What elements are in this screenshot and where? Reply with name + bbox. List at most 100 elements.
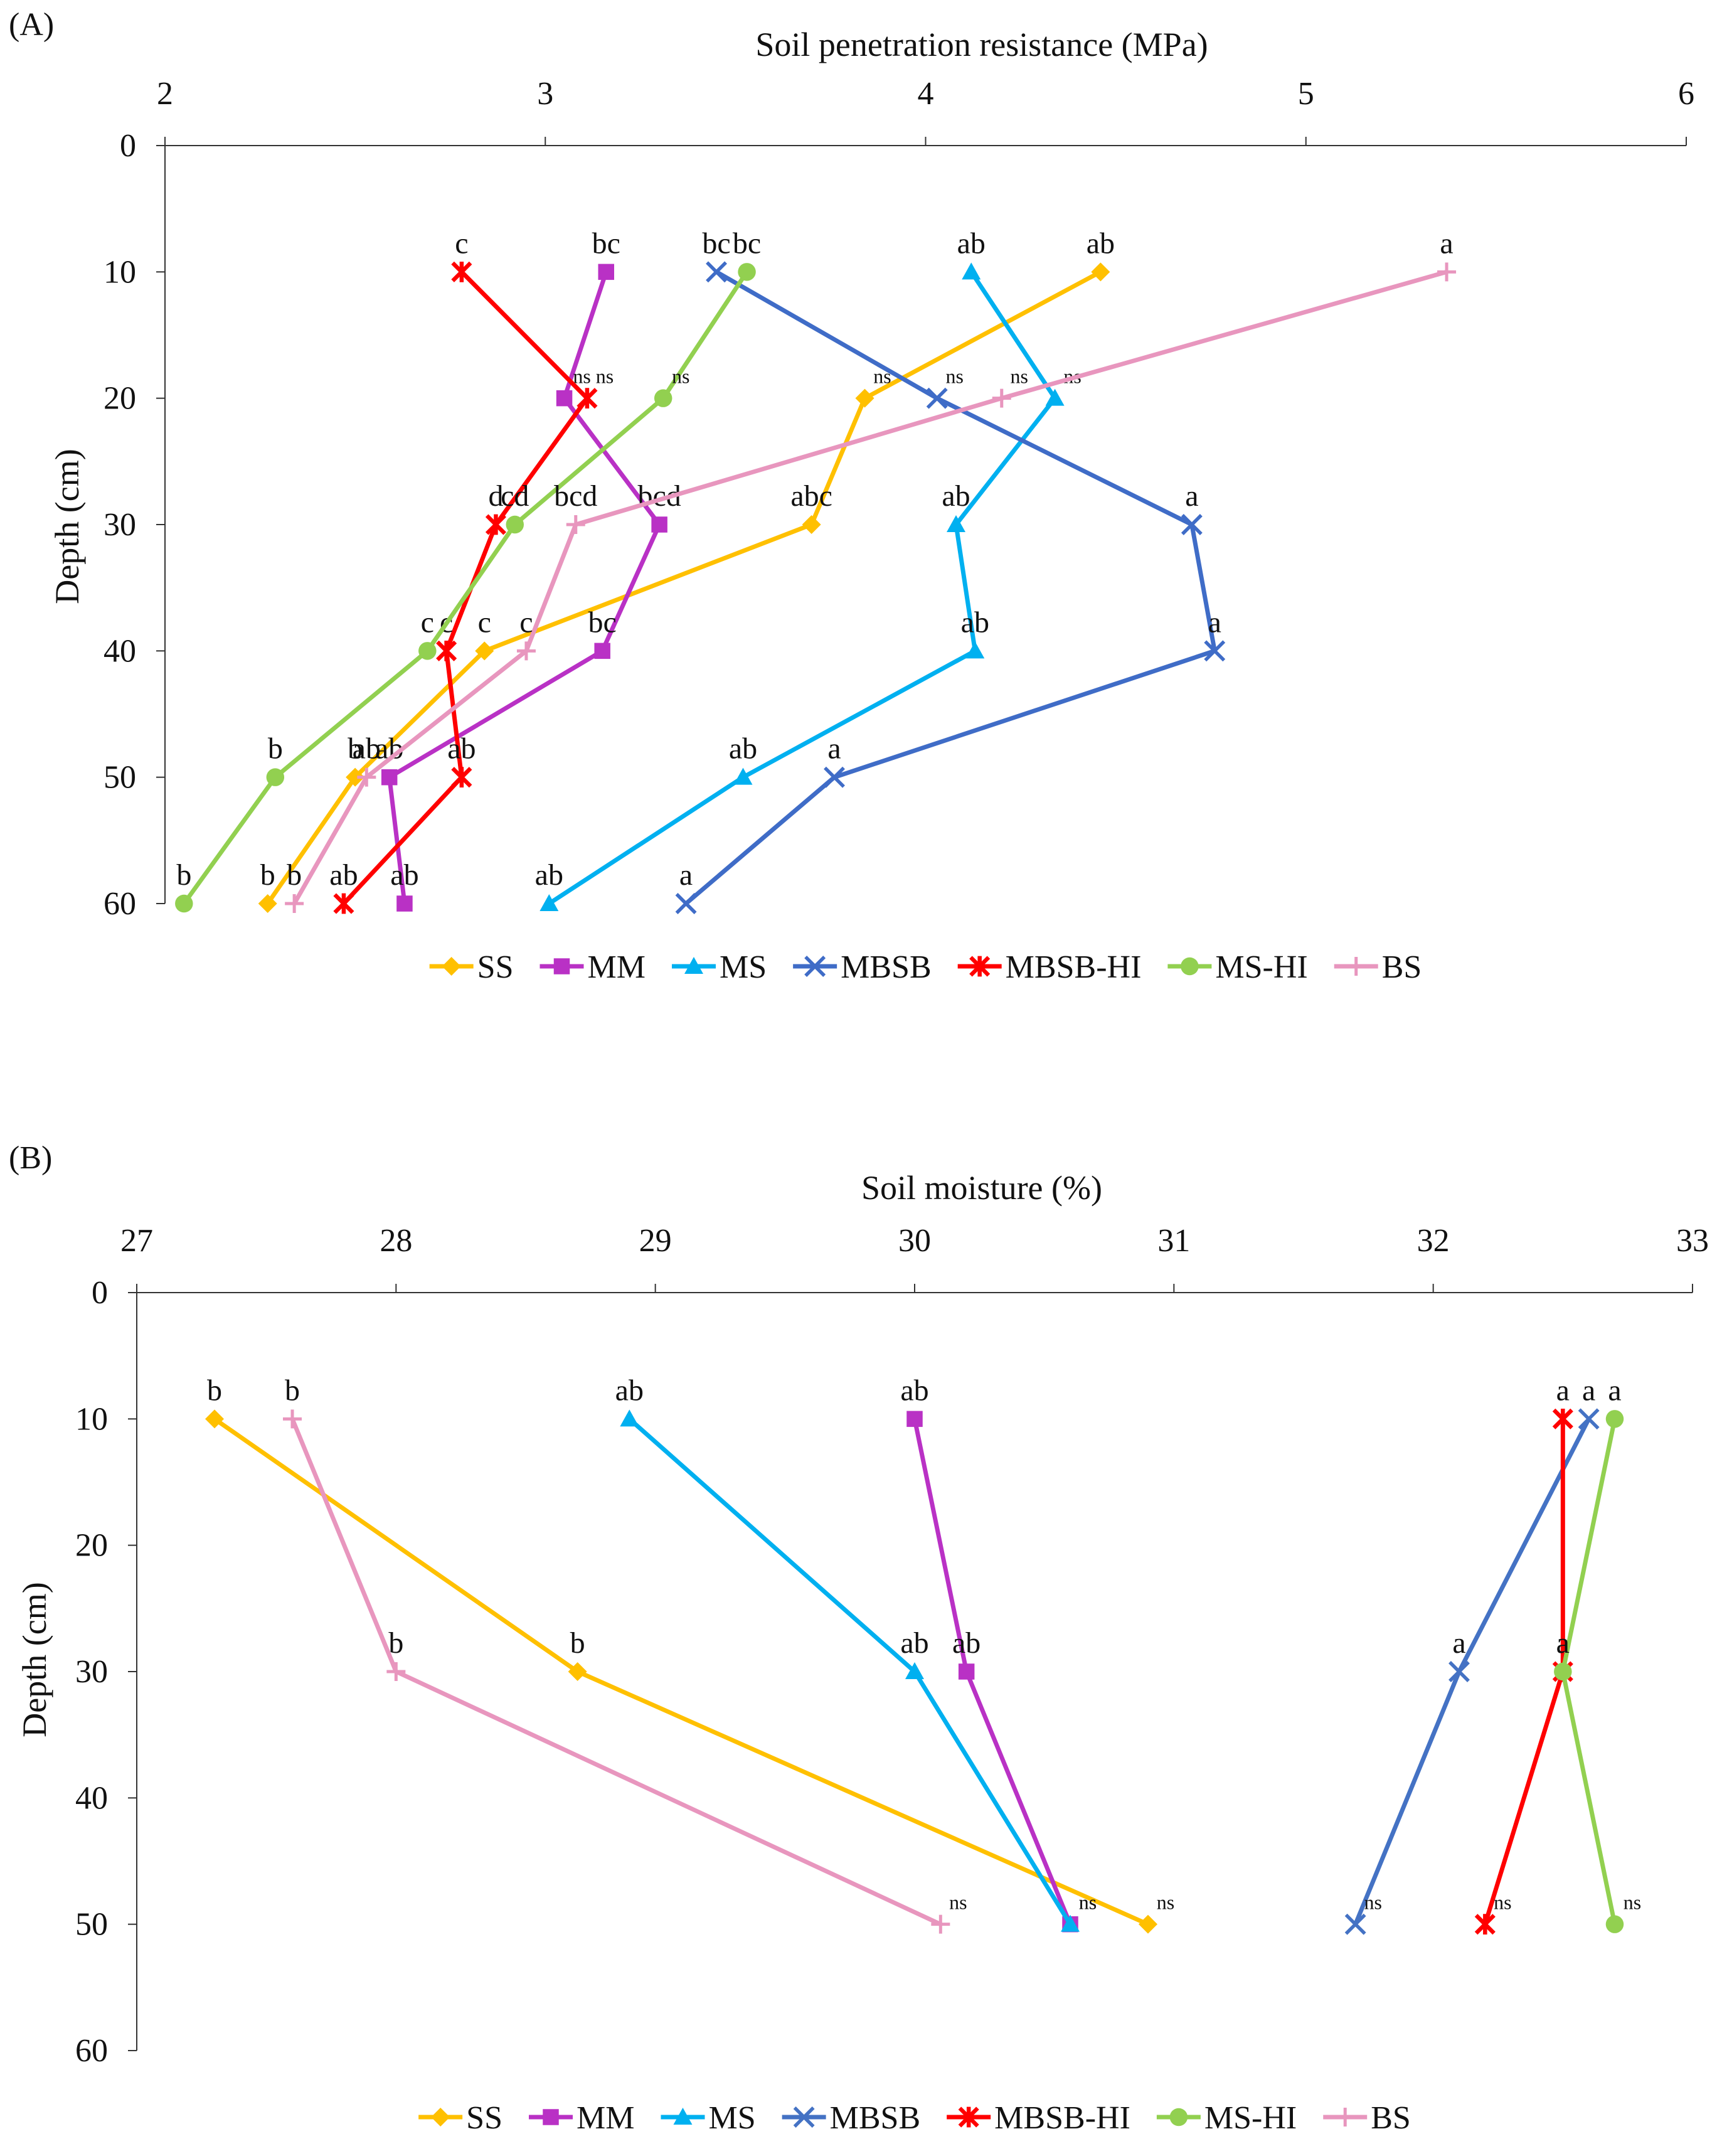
data-label-mbsb-hi: ab: [329, 858, 358, 892]
panel-a-x-axis-title: Soil penetration resistance (MPa): [755, 26, 1208, 63]
legend-item-ss: SS: [429, 949, 514, 985]
data-point-mm: [598, 264, 614, 280]
data-point-mbsb-hi: [1474, 1914, 1496, 1935]
data-point-ms: [1061, 1914, 1080, 1932]
data-point-ms-hi: [506, 515, 524, 534]
data-point-ms: [947, 515, 965, 532]
y-tick-label: 0: [92, 1275, 108, 1311]
data-label-mbsb-hi: c: [455, 227, 468, 260]
legend-label-bs: BS: [1382, 949, 1422, 985]
data-point-mbsb-hi: [451, 261, 472, 282]
legend-label-mbsb-hi: MBSB-HI: [1006, 949, 1142, 985]
data-label-ms-hi: a: [1556, 1626, 1570, 1660]
series-mbsb: bc ns a a a a: [675, 227, 1226, 914]
data-point-ms: [962, 262, 981, 280]
legend-marker-bs: [1336, 2108, 1355, 2127]
legend-marker-mbsb: [793, 2106, 815, 2128]
legend-marker-ms: [684, 957, 703, 974]
data-point-bs: [1437, 262, 1457, 282]
legend-item-mm: MM: [539, 949, 646, 985]
y-tick-label: 10: [104, 254, 136, 290]
series-line-mm: [387, 271, 662, 904]
data-point-mbsb: [1204, 640, 1226, 662]
legend-marker-ss: [431, 2108, 450, 2127]
legend-item-ms-hi: MS-HI: [1167, 949, 1308, 985]
data-label-ms: ab: [729, 732, 757, 766]
x-tick-label: 30: [898, 1223, 931, 1259]
legend: SS MM MS MBSB MBSB-HI MS-HI BS: [429, 949, 1422, 985]
data-point-mm: [556, 390, 573, 407]
panel-a: (A) Soil penetration resistance (MPa) De…: [0, 0, 1722, 1054]
series-line-ss: [213, 1417, 1149, 1926]
data-point-ms: [733, 767, 753, 785]
data-label-bs: b: [285, 1374, 300, 1407]
data-point-bs: [283, 1409, 302, 1429]
panel-b-x-axis-title: Soil moisture (%): [861, 1169, 1102, 1207]
data-point-mbsb-hi: [577, 388, 598, 409]
legend-item-bs: BS: [1323, 2100, 1411, 2136]
legend-label-ms-hi: MS-HI: [1215, 949, 1307, 985]
data-point-ms: [965, 641, 985, 659]
x-tick-label: 33: [1676, 1223, 1709, 1259]
data-label-mbsb-hi: ns: [596, 365, 614, 388]
series-ms: ab ns ab ab ab ab: [535, 227, 1082, 911]
data-label-mbsb-hi: ab: [447, 732, 476, 766]
legend: SS MM MS MBSB MBSB-HI MS-HI BS: [418, 2100, 1411, 2136]
data-label-mbsb: a: [1208, 606, 1221, 639]
data-label-mbsb: a: [679, 858, 693, 892]
data-label-bs: ns: [1011, 365, 1028, 388]
data-label-ms-hi: a: [1608, 1374, 1621, 1407]
series-line-bs: [292, 269, 1448, 905]
data-label-mm: bc: [592, 227, 620, 260]
data-label-ss: b: [570, 1626, 585, 1660]
data-label-mbsb-hi: d: [488, 479, 503, 513]
data-point-ss: [802, 515, 821, 534]
data-label-mm: ab: [390, 858, 418, 892]
legend-marker-ms-hi: [1169, 2108, 1188, 2127]
y-tick-label: 60: [75, 2033, 108, 2069]
x-tick-label: 32: [1417, 1223, 1450, 1259]
y-tick-label: 30: [104, 507, 136, 543]
data-label-ms-hi: cd: [501, 479, 529, 513]
data-point-bs: [931, 1914, 950, 1934]
legend-item-mbsb-hi: MBSB-HI: [957, 949, 1142, 985]
legend-marker-mbsb-hi: [958, 2106, 979, 2128]
data-point-mbsb-hi: [451, 767, 472, 788]
data-point-mm: [906, 1411, 923, 1428]
data-label-mm: ns: [1079, 1891, 1097, 1914]
series-line-mbsb: [684, 270, 1217, 905]
data-label-mbsb-hi: ns: [1494, 1891, 1511, 1914]
data-point-mbsb: [706, 261, 728, 283]
y-tick-label: 40: [104, 633, 136, 669]
data-label-mbsb: bc: [702, 227, 730, 260]
series-line-mbsb: [1353, 1417, 1591, 1925]
data-label-bs: a: [1440, 227, 1453, 260]
data-point-mbsb-hi: [1552, 1408, 1573, 1429]
legend-item-mbsb: MBSB: [782, 2100, 921, 2136]
data-label-ms: ns: [1079, 1891, 1097, 1914]
y-tick-label: 40: [75, 1780, 108, 1816]
data-point-mbsb: [824, 766, 845, 788]
x-tick-label: 28: [380, 1223, 412, 1259]
data-point-mbsb: [675, 893, 697, 914]
legend-label-mm: MM: [588, 949, 646, 985]
legend-item-mbsb: MBSB: [793, 949, 932, 985]
data-label-ss: abc: [790, 479, 832, 513]
legend-label-mbsb: MBSB: [830, 2100, 921, 2136]
data-point-mm: [594, 643, 610, 659]
data-label-mbsb: a: [827, 732, 841, 766]
panel-b-chart: 27 28 29 30 31 32 330102030405060bbnsababnsaba…: [75, 1223, 1709, 2136]
data-label-ss: ab: [1087, 227, 1115, 260]
panel-a-chart: 2 3 4 5 60102030405060abnsabccbbbcnsbcdbcaba…: [104, 76, 1694, 985]
legend-label-bs: BS: [1371, 2100, 1411, 2136]
data-label-ms-hi: ns: [1624, 1891, 1641, 1914]
data-label-mm: ns: [573, 365, 590, 388]
data-point-ss: [1139, 1914, 1157, 1934]
data-label-bs: b: [287, 858, 302, 892]
panel-a-label: (A): [9, 7, 55, 43]
